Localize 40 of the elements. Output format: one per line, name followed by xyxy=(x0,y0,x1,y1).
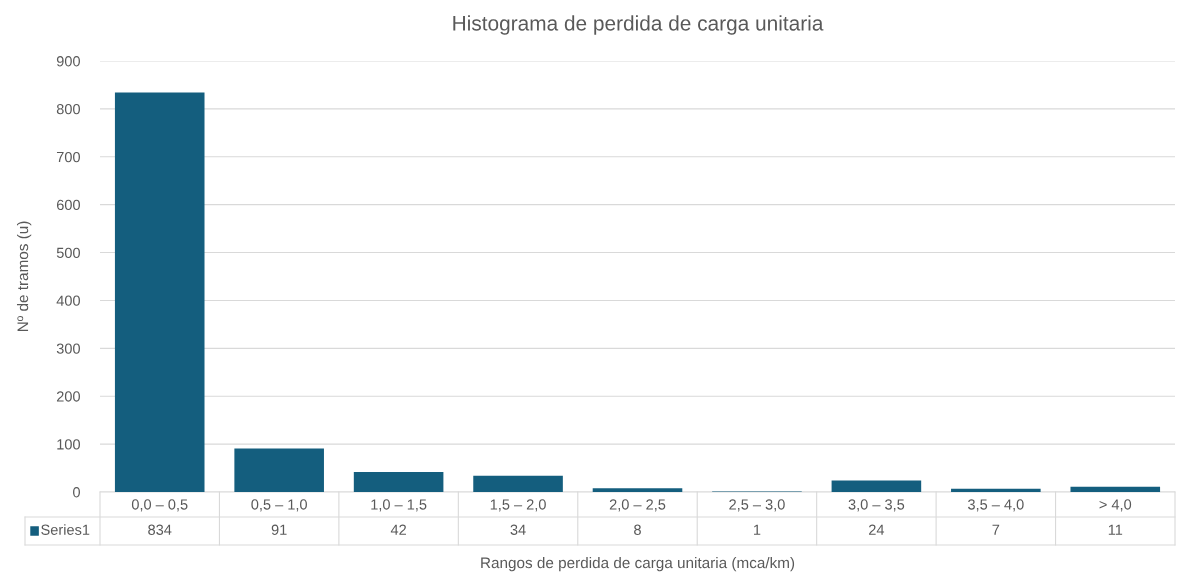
bar xyxy=(353,471,444,492)
x-axis-title: Rangos de perdida de carga unitaria (mca/km) xyxy=(481,556,795,572)
data-label: 834 xyxy=(148,524,172,535)
bar xyxy=(831,480,922,492)
data-label: 24 xyxy=(869,524,885,535)
x-tick-label: 0,5 – 1,0 xyxy=(251,499,307,512)
data-label: 91 xyxy=(271,524,287,535)
legend-label: Series1 xyxy=(41,524,90,535)
x-tick-label: 2,0 – 2,5 xyxy=(609,499,666,512)
bar xyxy=(951,488,1041,492)
bar xyxy=(592,488,683,492)
y-tick-label: 300 xyxy=(56,343,80,354)
data-label: 42 xyxy=(390,524,406,535)
bar xyxy=(473,475,563,492)
x-tick-label: 0,0 – 0,5 xyxy=(131,499,188,512)
data-label: 11 xyxy=(1108,524,1123,535)
x-tick-label: 1,5 – 2,0 xyxy=(490,499,546,512)
y-tick-label: 800 xyxy=(56,103,80,115)
x-tick-label: > 4,0 xyxy=(1099,499,1132,512)
y-tick-label: 900 xyxy=(56,56,80,67)
bar xyxy=(234,448,324,492)
y-tick-label: 200 xyxy=(56,391,80,402)
y-tick-label: 700 xyxy=(56,151,80,163)
y-tick-label: 600 xyxy=(56,199,80,211)
x-tick-label: 2,5 – 3,0 xyxy=(729,499,785,512)
y-tick-label: 400 xyxy=(56,295,80,306)
data-label: 8 xyxy=(634,524,641,535)
bar xyxy=(1070,486,1161,492)
y-axis-title: Nº de tramos (u) xyxy=(16,221,32,332)
bar xyxy=(114,92,205,492)
y-tick-label: 500 xyxy=(56,247,80,258)
x-tick-label: 3,5 – 4,0 xyxy=(968,499,1024,512)
x-tick-label: 3,0 – 3,5 xyxy=(848,499,905,512)
data-label: 1 xyxy=(754,524,761,535)
data-label: 7 xyxy=(992,524,1000,535)
chart-title: Histograma de perdida de carga unitaria xyxy=(453,15,824,35)
y-tick-label: 100 xyxy=(57,439,80,450)
data-label: 34 xyxy=(510,524,526,535)
y-tick-label: 0 xyxy=(73,487,80,498)
x-tick-label: 1,0 – 1,5 xyxy=(371,499,427,512)
